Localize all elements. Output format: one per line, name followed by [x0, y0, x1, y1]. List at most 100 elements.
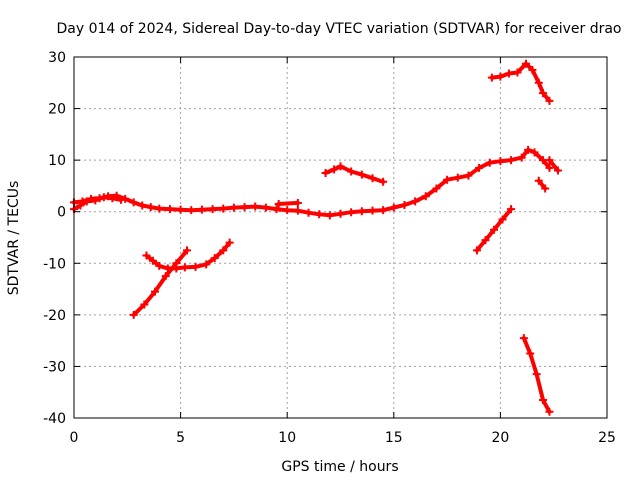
data-point — [519, 334, 528, 343]
data-point — [443, 175, 452, 184]
y-tick-labels: -40 -30 -20 -10 0 10 20 30 — [43, 50, 66, 427]
data-point — [379, 206, 388, 215]
data-point — [330, 165, 339, 174]
data-point — [472, 246, 481, 255]
data-point — [539, 89, 548, 98]
data-series — [70, 59, 562, 416]
data-point — [304, 208, 313, 217]
y-axis-label: SDTVAR / TECUs — [6, 181, 22, 296]
data-point — [225, 238, 234, 247]
data-point — [82, 197, 91, 206]
y-tick-label: -20 — [43, 308, 66, 324]
data-point — [129, 198, 138, 207]
data-point — [336, 162, 345, 171]
data-point — [108, 194, 117, 203]
data-point — [146, 203, 155, 212]
data-point — [165, 205, 174, 214]
data-point — [389, 203, 398, 212]
y-tick-label: 30 — [48, 50, 66, 66]
y-tick-label: 10 — [48, 153, 66, 169]
data-point — [155, 261, 164, 270]
data-point — [155, 204, 164, 213]
chart-title: Day 014 of 2024, Sidereal Day-to-day VTE… — [56, 21, 621, 37]
data-point — [411, 197, 420, 206]
data-point — [507, 156, 516, 165]
data-point — [368, 174, 377, 183]
y-tick-label: 0 — [57, 205, 66, 221]
data-point — [321, 169, 330, 178]
data-point — [240, 203, 249, 212]
data-point — [357, 170, 366, 179]
data-point — [487, 73, 496, 82]
data-point — [498, 215, 507, 224]
data-point — [534, 78, 543, 87]
data-point — [261, 203, 270, 212]
data-point — [464, 171, 473, 180]
grid-lines — [74, 57, 607, 418]
data-point — [325, 211, 334, 220]
data-point — [142, 251, 151, 260]
data-point — [357, 207, 366, 216]
data-point — [504, 69, 513, 78]
data-point — [475, 163, 484, 172]
x-tick-labels: 0 5 10 15 20 25 — [70, 430, 616, 446]
data-point — [251, 202, 260, 211]
data-point — [545, 163, 554, 172]
data-point — [129, 310, 138, 319]
data-point — [496, 72, 505, 81]
x-tick-label: 20 — [491, 430, 509, 446]
data-point — [91, 196, 100, 205]
series-offshoot-21 — [536, 178, 548, 191]
data-point — [76, 201, 85, 210]
series-tail-22 — [547, 158, 560, 173]
y-tick-label: -40 — [43, 411, 66, 427]
data-point — [336, 209, 345, 218]
data-point — [368, 206, 377, 215]
data-point — [208, 205, 217, 214]
data-point — [545, 96, 554, 105]
data-point — [180, 263, 189, 272]
data-point — [521, 59, 530, 68]
data-point — [293, 206, 302, 215]
data-point — [545, 407, 554, 416]
data-point — [219, 204, 228, 213]
data-point — [507, 205, 516, 214]
data-point — [496, 157, 505, 166]
data-point — [272, 205, 281, 214]
data-point — [526, 349, 535, 358]
data-point — [116, 195, 125, 204]
data-point — [528, 65, 537, 74]
data-point — [172, 259, 181, 268]
data-point — [534, 176, 543, 185]
data-point — [453, 173, 462, 182]
data-point — [138, 201, 147, 210]
y-tick-label: 20 — [48, 102, 66, 118]
data-point — [490, 225, 499, 234]
data-point — [140, 300, 149, 309]
x-tick-label: 25 — [598, 430, 616, 446]
data-point — [539, 395, 548, 404]
data-point — [187, 206, 196, 215]
data-point — [210, 254, 219, 263]
x-tick-label: 10 — [278, 430, 296, 446]
y-tick-label: -10 — [43, 256, 66, 272]
x-tick-label: 15 — [385, 430, 403, 446]
data-point — [347, 167, 356, 176]
data-point — [161, 272, 170, 281]
data-point — [517, 153, 526, 162]
data-point — [219, 246, 228, 255]
data-point — [553, 166, 562, 175]
data-point — [379, 177, 388, 186]
data-point — [148, 256, 157, 265]
data-point — [315, 210, 324, 219]
y-tick-label: -30 — [43, 359, 66, 375]
axis-ticks — [73, 56, 608, 419]
data-point — [197, 205, 206, 214]
data-point — [545, 156, 554, 165]
data-point — [151, 287, 160, 296]
x-tick-label: 0 — [70, 430, 79, 446]
data-point — [432, 184, 441, 193]
data-point — [524, 145, 533, 154]
x-axis-label: GPS time / hours — [281, 459, 398, 475]
data-point — [99, 193, 108, 202]
